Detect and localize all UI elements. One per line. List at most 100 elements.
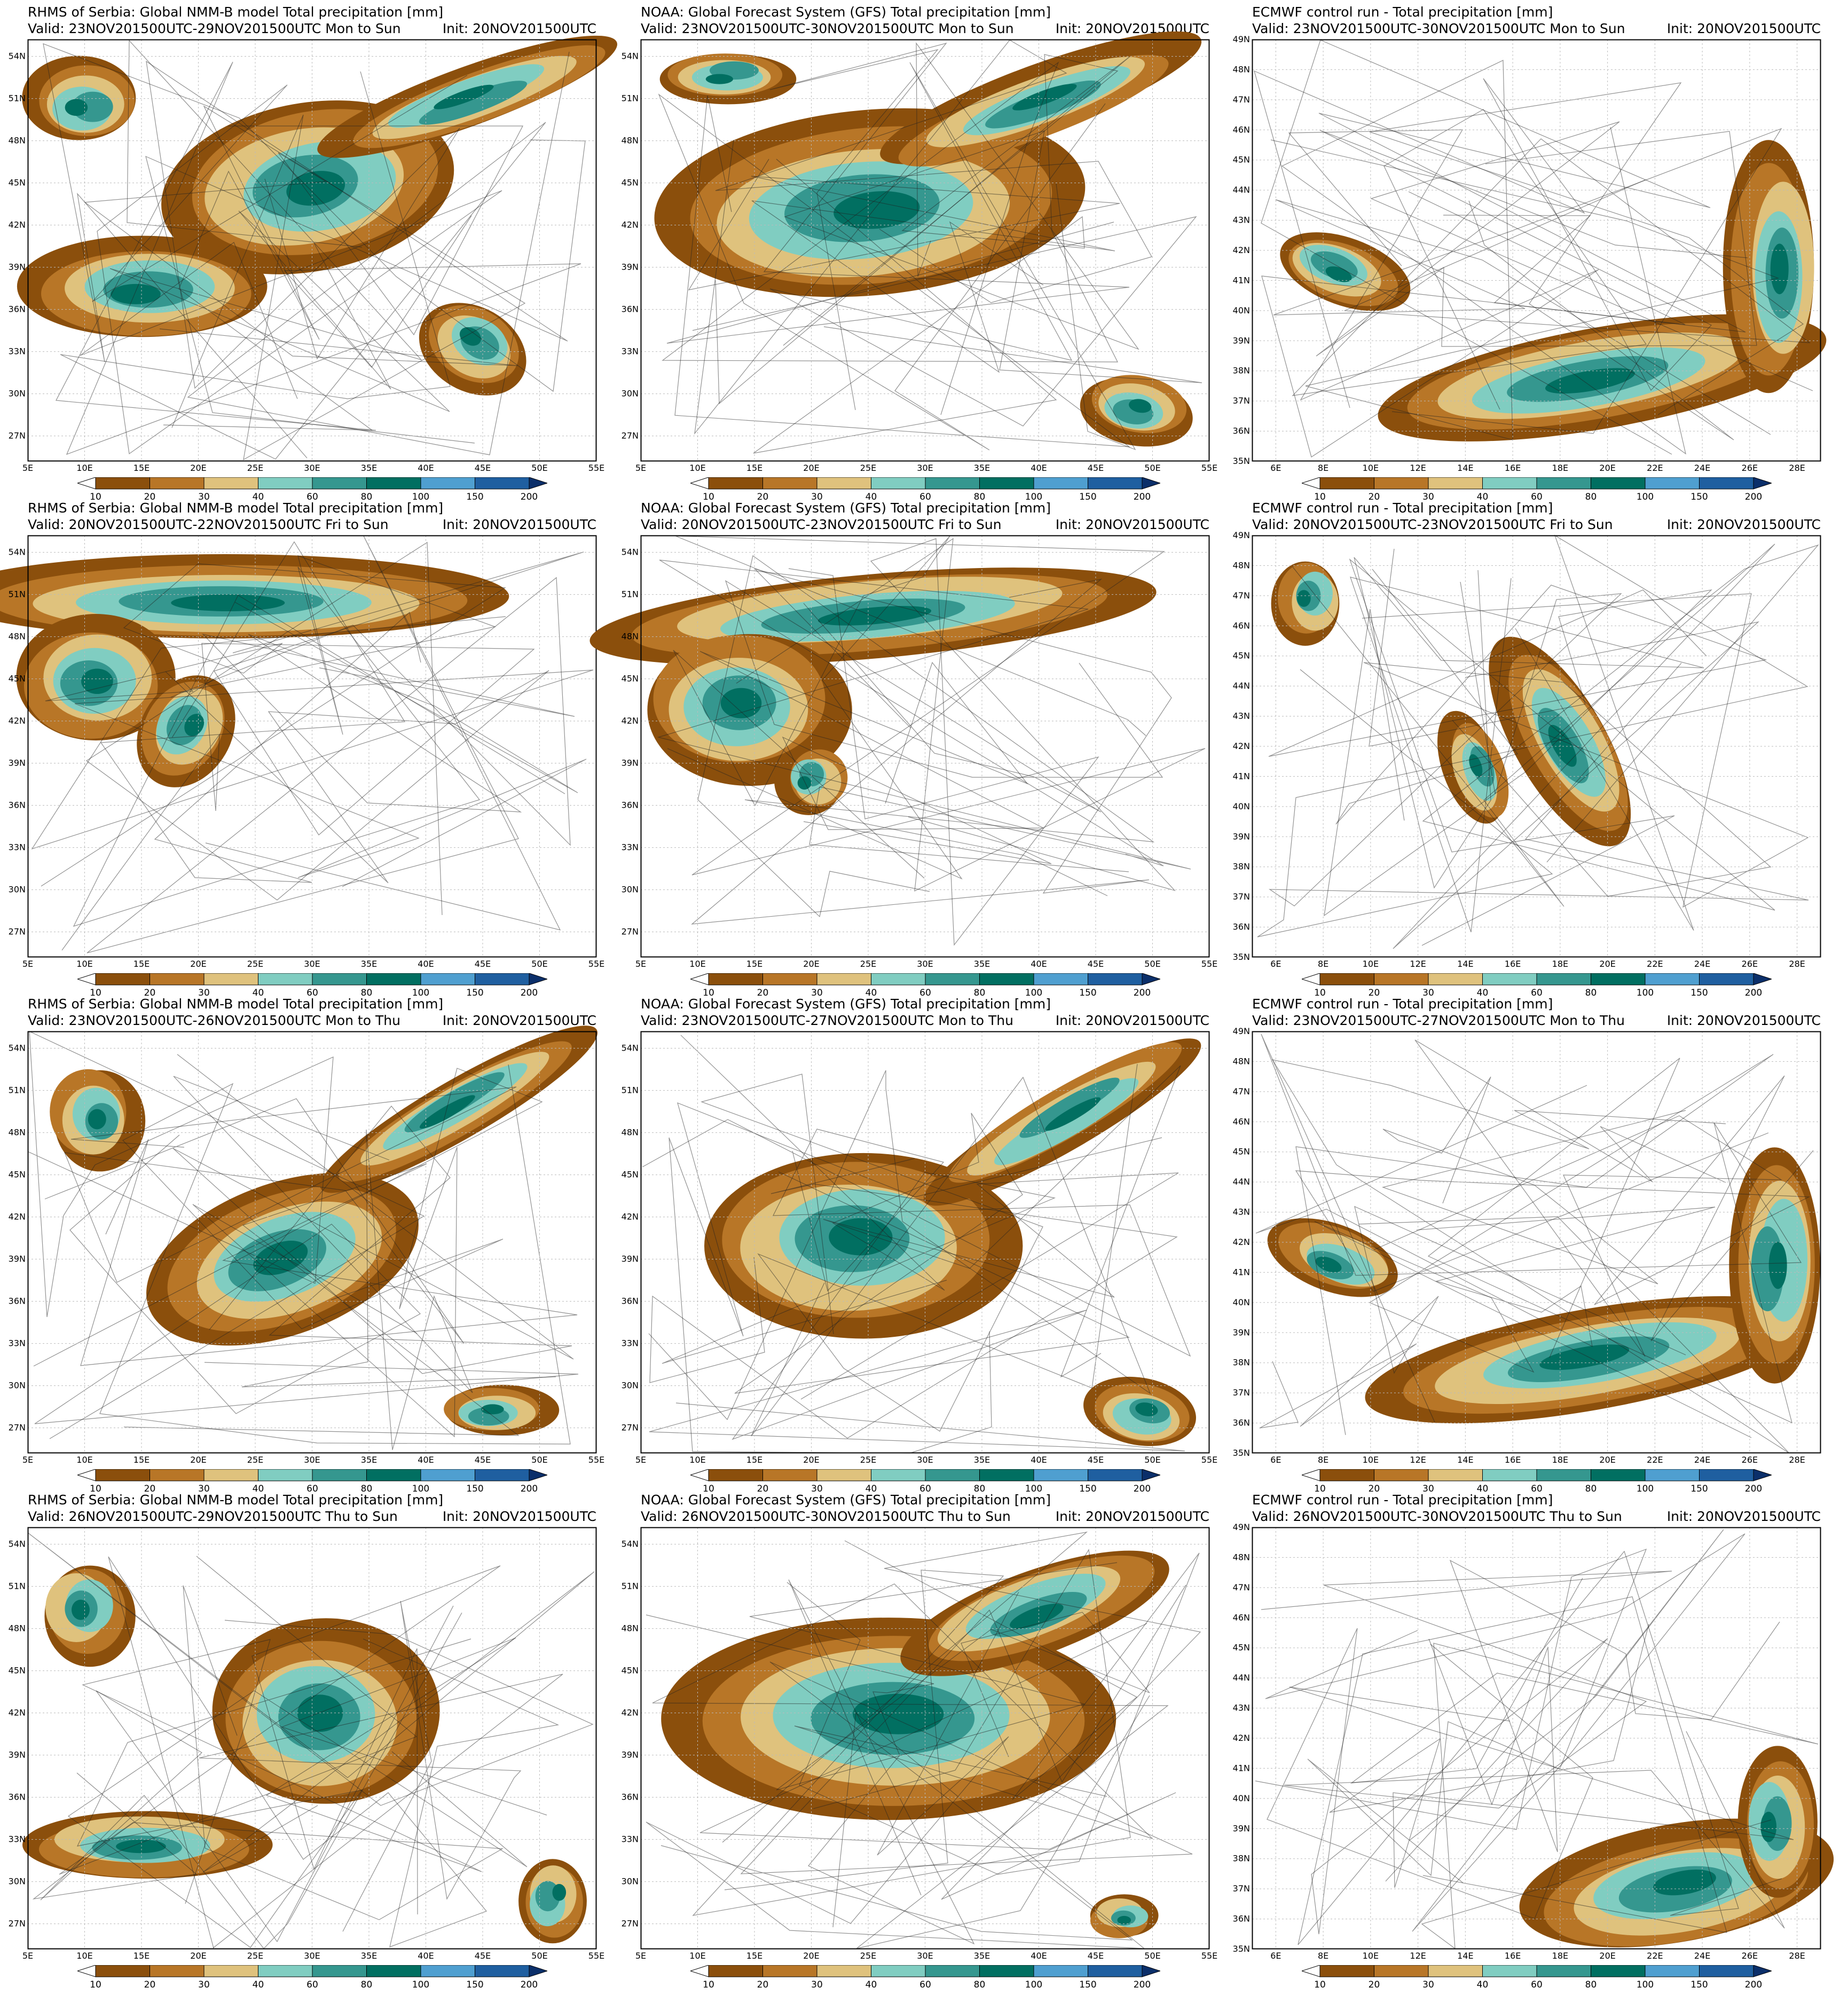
colorbar-level-label: 200 [1133,1980,1150,1990]
lon-tick-label: 55E [1201,1455,1217,1465]
colorbar-swatch [366,1965,421,1977]
gridlines [28,1527,596,1949]
precip-contour [829,1218,893,1256]
colorbar-level-label: 200 [1133,988,1150,998]
lat-tick-label: 36N [622,304,639,314]
precip-contour [286,171,345,206]
colorbar-swatch [1033,477,1088,490]
lat-tick-label: 45N [1233,1147,1250,1157]
colorbar-level-label: 80 [360,1980,372,1990]
colorbar: 10 20 30 40 60 80 100 150 200 [1301,973,1772,998]
lon-tick-label: 14E [1457,463,1473,473]
lon-tick-label: 45E [1088,959,1104,969]
lon-tick-label: 35E [974,959,990,969]
lat-tick-label: 27N [9,1423,26,1433]
lon-tick-label: 10E [689,1455,705,1465]
lon-tick-label: 10E [76,959,92,969]
colorbar-level-label: 60 [306,492,318,502]
lon-tick-label: 5E [635,1951,646,1961]
lon-tick-label: 22E [1647,959,1663,969]
lat-tick-label: 40N [1233,305,1250,316]
precip-contour [797,776,812,790]
precip-contour [184,714,205,737]
colorbar-level-label: 40 [1476,492,1488,502]
lat-tick-label: 33N [622,1834,639,1844]
lon-tick-label: 40E [418,959,434,969]
lat-tick-label: 39N [622,262,639,272]
lat-tick-label: 39N [622,1750,639,1760]
colorbar-level-label: 20 [1368,1484,1380,1494]
colorbar-swatch [1428,973,1483,985]
lon-tick-label: 26E [1742,959,1758,969]
panel-nmmb-2: RHMS of Serbia: Global NMM-B model Total… [0,500,604,998]
colorbar-level-label: 60 [919,1980,931,1990]
colorbar-level-label: 60 [919,988,931,998]
colorbar-level-label: 10 [1314,1484,1326,1494]
colorbar-level-label: 10 [703,1484,714,1494]
lon-tick-label: 30E [304,463,320,473]
lon-tick-label: 6E [1270,1951,1281,1961]
lon-tick-label: 24E [1694,1455,1710,1465]
lat-tick-label: 48N [1233,1056,1250,1066]
lat-tick-label: 42N [622,716,639,726]
lon-tick-label: 20E [803,463,819,473]
lon-tick-label: 12E [1410,1951,1426,1961]
colorbar-level-label: 60 [919,492,931,502]
lon-tick-label: 26E [1742,1455,1758,1465]
colorbar-swatch [1087,477,1142,490]
lon-tick-label: 35E [361,463,377,473]
colorbar-level-label: 100 [412,1484,429,1494]
colorbar-level-label: 80 [973,492,985,502]
valid-period: Valid: 26NOV201500UTC-30NOV201500UTC Thu… [641,1509,1011,1524]
colorbar-swatch [870,1469,925,1481]
lon-tick-label: 16E [1505,463,1521,473]
lat-tick-label: 46N [1233,1612,1250,1622]
colorbar-level-label: 100 [1636,1980,1653,1990]
precip-contour [1653,1870,1716,1896]
lat-tick-label: 37N [1233,396,1250,406]
lat-tick-label: 37N [1233,892,1250,902]
lat-tick-label: 42N [9,220,26,230]
precip-contour [459,327,482,346]
lat-tick-label: 54N [9,1043,26,1053]
lon-tick-label: 10E [689,959,705,969]
lat-tick-label: 47N [1233,1582,1250,1592]
lon-tick-label: 10E [76,463,92,473]
panel-title: NOAA: Global Forecast System (GFS) Total… [641,500,1051,516]
precip-contour [1019,1077,1120,1138]
colorbar-level-label: 60 [1531,1980,1543,1990]
valid-period: Valid: 23NOV201500UTC-27NOV201500UTC Mon… [641,1013,1013,1028]
init-time: Init: 20NOV201500UTC [1055,1509,1209,1524]
colorbar-level-label: 20 [757,492,768,502]
lat-tick-label: 40N [1233,1297,1250,1307]
lat-tick-label: 48N [1233,64,1250,74]
colorbar-level-label: 60 [1531,492,1543,502]
lat-tick-label: 30N [622,1876,639,1887]
colorbar-swatch [979,973,1034,985]
panel-nmmb-1: RHMS of Serbia: Global NMM-B model Total… [9,4,617,502]
init-time: Init: 20NOV201500UTC [1666,21,1821,36]
panel-title: ECMWF control run - Total precipitation … [1252,1492,1553,1508]
panel-title: RHMS of Serbia: Global NMM-B model Total… [28,1492,444,1508]
colorbar-swatch [257,1469,312,1481]
lat-tick-label: 33N [622,346,639,357]
colorbar-swatch [870,973,925,985]
lon-tick-label: 8E [1318,1951,1328,1961]
colorbar-swatch [1319,1469,1374,1481]
lon-tick-label: 15E [133,463,150,473]
colorbar-level-label: 20 [1368,492,1380,502]
lat-tick-label: 39N [1233,831,1250,841]
lat-tick-label: 48N [622,136,639,146]
lon-tick-label: 24E [1694,1951,1710,1961]
lon-tick-label: 20E [190,959,206,969]
colorbar-level-label: 30 [811,1980,823,1990]
lon-tick-label: 55E [1201,463,1217,473]
lon-tick-label: 5E [22,1951,33,1961]
colorbar-level-label: 100 [1025,988,1042,998]
colorbar-swatch [1536,477,1591,490]
lon-tick-label: 40E [418,1951,434,1961]
lat-tick-label: 54N [9,51,26,61]
lat-tick-label: 48N [1233,1552,1250,1562]
colorbar-level-label: 40 [1476,1484,1488,1494]
precip-contour [1760,1811,1777,1842]
